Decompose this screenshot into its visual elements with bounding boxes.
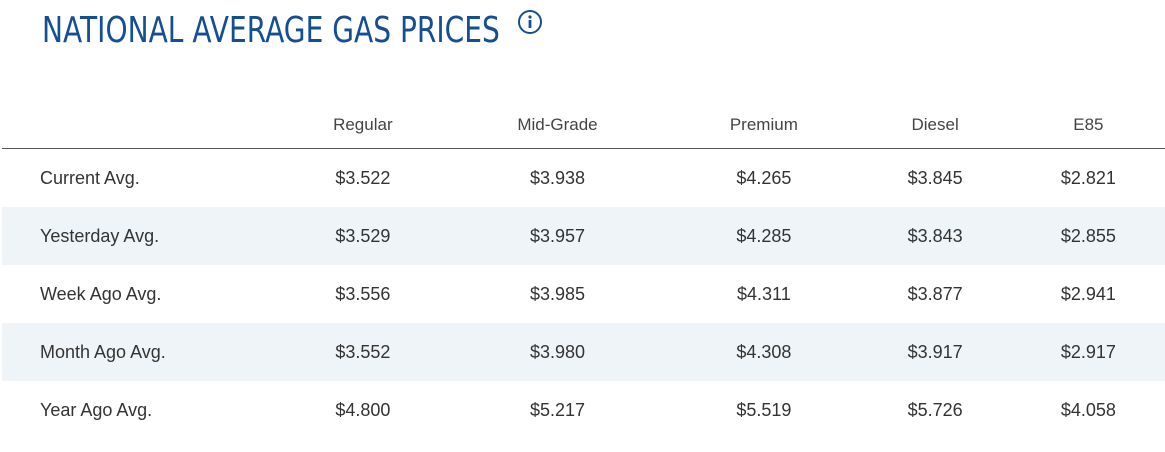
price-cell: $4.285 [669,207,859,265]
column-header: Regular [280,102,446,149]
row: Year Ago Avg. $4.800 $5.217 $5.519 $5.726 $4.… [2,381,1165,439]
price-cell: $4.265 [736,167,792,188]
row-label: Year Ago Avg. [40,399,153,420]
price-cell: $4.311 [737,283,791,304]
row-label: Current Avg. [40,167,140,188]
price-cell: $2.941 [1060,283,1116,304]
price-cell: $3.917 [858,323,1012,381]
column-header: Diesel [858,102,1012,149]
price-cell: $4.800 [335,399,391,420]
price-cell: $5.519 [736,399,792,420]
column-header: E85 [1011,102,1165,149]
row-label: Yesterday Avg. [2,207,280,265]
price-cell: $3.529 [280,207,446,265]
title: NATIONAL AVERAGE GAS PRICES [42,10,500,51]
column-header: Mid-Grade [445,102,670,149]
price-cell: $5.726 [907,399,963,420]
row-label: Month Ago Avg. [2,323,280,381]
price-cell: $3.552 [280,323,446,381]
price-cell: $3.843 [858,207,1012,265]
corner [2,102,280,149]
info-icon[interactable] [516,10,544,38]
price-cell: $3.877 [907,283,963,304]
price-cell: $2.855 [1011,207,1165,265]
price-cell: $5.217 [529,399,585,420]
price-cell: $3.556 [335,283,391,304]
price-cell: $4.058 [1060,399,1116,420]
row: Current Avg. $3.522 $3.938 $4.265 $3.845 $2.8… [2,149,1165,208]
price-cell: $3.980 [445,323,670,381]
price-cell: $2.917 [1011,323,1165,381]
row: Month Ago Avg. $3.552 $3.980 $4.308 $3.917 $2… [2,323,1165,381]
column-header: Premium [669,102,859,149]
price-cell: $3.845 [907,167,963,188]
price-table: Regular Mid-Grade Premium Diesel E85 Current… [2,102,1165,439]
price-cell: $2.821 [1060,167,1116,188]
price-cell: $3.957 [445,207,670,265]
price-cell: $4.308 [669,323,859,381]
price-cell: $3.985 [529,283,585,304]
row-label: Week Ago Avg. [40,283,162,304]
price-cell: $3.522 [335,167,391,188]
row: Yesterday Avg. $3.529 $3.957 $4.285 $3.843 $2… [2,207,1165,265]
header-row: Regular Mid-Grade Premium Diesel E85 [2,102,1165,149]
price-cell: $3.938 [529,167,585,188]
row: Week Ago Avg. $3.556 $3.985 $4.311 $3.877 $2.… [2,265,1165,323]
